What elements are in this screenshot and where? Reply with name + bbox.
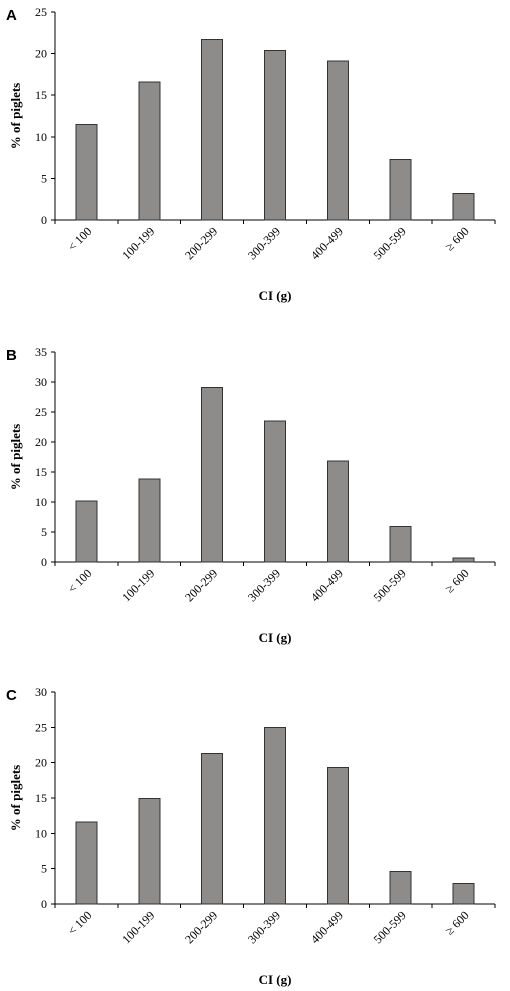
y-tick-label: 0 xyxy=(41,897,47,911)
y-tick-label: 30 xyxy=(35,685,47,699)
y-axis-title: % of piglets xyxy=(8,83,23,149)
chart-panel-c: C 0 5 10 15 20 25 30 < 100 100-199 200-299 300-399 4… xyxy=(6,685,496,987)
panel-letter: A xyxy=(6,7,17,24)
x-tick-label: ≥ 600 xyxy=(442,908,471,937)
bar-5 xyxy=(326,767,349,905)
bar-4 xyxy=(264,726,286,905)
panel-letter: C xyxy=(6,687,17,704)
x-tick-label: 300-399 xyxy=(245,908,283,946)
y-axis-title: % of piglets xyxy=(8,424,23,490)
bar-3 xyxy=(201,38,224,221)
x-tick-label: < 100 xyxy=(65,566,95,596)
x-tick-label: 400-499 xyxy=(308,908,346,946)
y-tick-label: 15 xyxy=(35,791,47,805)
y-tick-label: 35 xyxy=(35,345,47,359)
bar-7 xyxy=(452,192,475,221)
x-tick-label: ≥ 600 xyxy=(442,566,471,595)
y-tick-label: 25 xyxy=(35,405,47,419)
bar-1 xyxy=(75,821,98,905)
bar-4 xyxy=(264,49,286,221)
bar-6 xyxy=(389,526,412,563)
x-tick-label: 300-399 xyxy=(245,566,283,604)
x-axis-title: CI (g) xyxy=(259,972,292,987)
bar-1 xyxy=(75,500,98,563)
bar-5 xyxy=(326,460,349,563)
y-tick-label: 20 xyxy=(35,435,47,449)
y-tick-label: 5 xyxy=(41,171,47,185)
y-tick-label: 10 xyxy=(35,130,47,144)
bar-6 xyxy=(389,158,412,221)
x-tick-label: 100-199 xyxy=(119,566,157,604)
chart-panel-b: B 0 5 10 15 20 25 30 35 < 100 100-199 200-299 300-39… xyxy=(6,345,496,645)
bar-2 xyxy=(138,478,161,563)
bar-4 xyxy=(264,420,286,563)
y-axis-title: % of piglets xyxy=(8,765,23,831)
x-tick-label: < 100 xyxy=(65,908,95,938)
y-tick-label: 20 xyxy=(35,756,47,770)
y-tick-label: 25 xyxy=(35,720,47,734)
y-tick-label: 20 xyxy=(35,47,47,61)
panel-letter: B xyxy=(6,347,17,364)
x-tick-label: 300-399 xyxy=(245,224,283,262)
x-tick-label: 200-299 xyxy=(182,566,220,604)
x-axis-title: CI (g) xyxy=(259,288,292,303)
x-tick-label: ≥ 600 xyxy=(442,224,471,253)
y-tick-label: 10 xyxy=(35,826,47,840)
y-tick-label: 0 xyxy=(41,213,47,227)
bar-5 xyxy=(326,60,349,221)
bar-7 xyxy=(452,557,475,563)
bar-3 xyxy=(201,752,224,905)
y-tick-label: 30 xyxy=(35,375,47,389)
y-tick-label: 0 xyxy=(41,555,47,569)
x-tick-label: 400-499 xyxy=(308,566,346,604)
x-tick-label: 200-299 xyxy=(182,908,220,946)
y-tick-label: 25 xyxy=(35,5,47,19)
x-tick-label: 200-299 xyxy=(182,224,220,262)
y-tick-label: 5 xyxy=(41,862,47,876)
x-tick-label: 500-599 xyxy=(371,908,409,946)
y-tick-label: 10 xyxy=(35,495,47,509)
bar-3 xyxy=(201,386,224,563)
x-tick-label: 500-599 xyxy=(371,566,409,604)
x-tick-label: 100-199 xyxy=(119,908,157,946)
x-axis-title: CI (g) xyxy=(259,630,292,645)
x-tick-label: 100-199 xyxy=(119,224,157,262)
y-tick-label: 15 xyxy=(35,88,47,102)
x-tick-label: < 100 xyxy=(65,224,95,254)
bar-2 xyxy=(138,81,161,221)
bar-1 xyxy=(75,123,98,221)
x-tick-label: 400-499 xyxy=(308,224,346,262)
x-tick-label: 500-599 xyxy=(371,224,409,262)
bar-6 xyxy=(389,870,412,905)
y-tick-label: 15 xyxy=(35,465,47,479)
chart-panel-a: A 0 5 10 15 20 25 < 100 100-199 200-299 300-399 400… xyxy=(6,5,496,303)
bar-7 xyxy=(452,883,475,905)
bar-2 xyxy=(138,798,161,905)
y-tick-label: 5 xyxy=(41,525,47,539)
